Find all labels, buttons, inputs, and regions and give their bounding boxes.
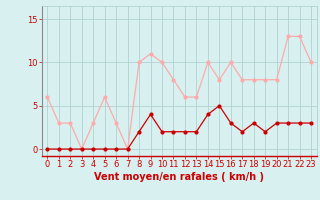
- X-axis label: Vent moyen/en rafales ( km/h ): Vent moyen/en rafales ( km/h ): [94, 172, 264, 182]
